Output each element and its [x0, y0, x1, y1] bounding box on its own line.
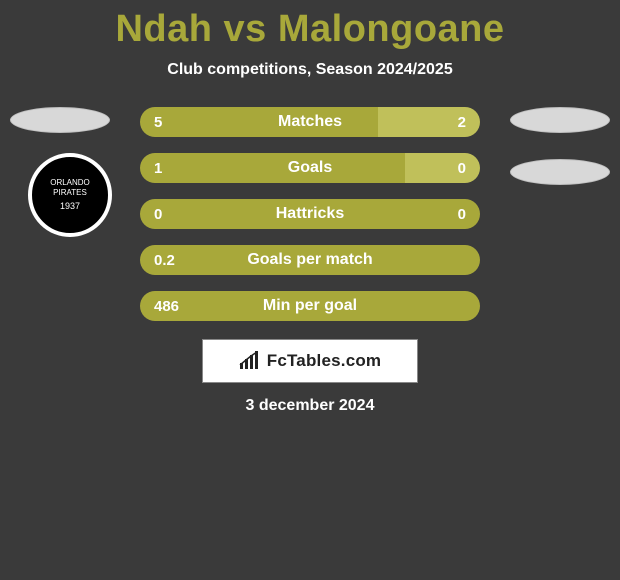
stat-value-right: 2: [458, 107, 466, 137]
brand-name: FcTables.com: [267, 351, 382, 371]
club-badge-year: 1937: [50, 201, 90, 212]
snapshot-date: 3 december 2024: [0, 397, 620, 415]
club-badge-line2: PIRATES: [50, 188, 90, 198]
stat-value-right: 0: [458, 199, 466, 229]
stat-bar-left: [140, 245, 480, 275]
club-badge-left: ORLANDO PIRATES 1937: [28, 153, 112, 237]
stat-bar-left: [140, 153, 405, 183]
stat-value-left: 0: [154, 199, 162, 229]
stat-row-min-per-goal: 486Min per goal: [140, 291, 480, 321]
stat-value-left: 0.2: [154, 245, 175, 275]
stat-bar-right: [405, 153, 480, 183]
stat-row-matches: 52Matches: [140, 107, 480, 137]
stat-row-goals: 10Goals: [140, 153, 480, 183]
page-title: Ndah vs Malongoane: [0, 0, 620, 51]
stat-bar-left: [140, 199, 480, 229]
player-flag-left: [10, 107, 110, 133]
subtitle: Club competitions, Season 2024/2025: [0, 61, 620, 79]
stat-value-left: 1: [154, 153, 162, 183]
stat-bars: 52Matches10Goals00Hattricks0.2Goals per …: [140, 107, 480, 321]
stat-value-left: 5: [154, 107, 162, 137]
comparison-content: ORLANDO PIRATES 1937 52Matches10Goals00H…: [0, 107, 620, 415]
stat-row-goals-per-match: 0.2Goals per match: [140, 245, 480, 275]
player-flag-right-0: [510, 107, 610, 133]
club-badge-text: ORLANDO PIRATES 1937: [50, 178, 90, 212]
stat-value-left: 486: [154, 291, 179, 321]
bar-chart-icon: [239, 351, 261, 371]
stat-bar-left: [140, 291, 480, 321]
player-flag-right-1: [510, 159, 610, 185]
stat-value-right: 0: [458, 153, 466, 183]
stat-bar-left: [140, 107, 378, 137]
brand-footer: FcTables.com: [202, 339, 418, 383]
club-badge-line1: ORLANDO: [50, 178, 90, 188]
stat-row-hattricks: 00Hattricks: [140, 199, 480, 229]
